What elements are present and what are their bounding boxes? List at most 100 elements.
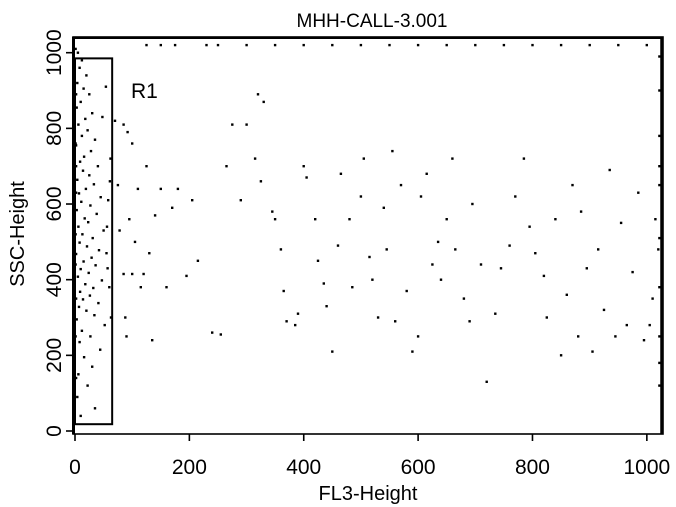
data-point — [75, 208, 78, 212]
data-point — [597, 248, 600, 251]
data-point — [565, 293, 568, 296]
data-point — [348, 218, 351, 221]
data-point — [405, 289, 408, 293]
data-point — [74, 297, 78, 300]
plot-frame — [72, 36, 664, 435]
data-point — [77, 225, 80, 228]
data-point — [528, 225, 531, 228]
data-point — [81, 298, 85, 301]
data-point — [331, 350, 334, 353]
data-point — [76, 51, 80, 54]
data-point — [302, 165, 305, 168]
data-point — [614, 335, 617, 338]
data-point — [103, 323, 106, 327]
data-point — [631, 270, 634, 274]
x-tick-label: 400 — [286, 456, 321, 479]
data-point — [253, 157, 257, 160]
data-point — [625, 323, 628, 327]
data-point — [105, 225, 109, 228]
data-point — [82, 155, 86, 158]
data-point — [165, 286, 168, 289]
data-point — [96, 165, 100, 168]
data-point — [102, 229, 105, 232]
data-point — [131, 272, 134, 276]
data-point — [602, 308, 606, 312]
data-point — [462, 297, 466, 300]
data-point — [588, 43, 591, 47]
plot-area: R1 — [72, 36, 664, 435]
data-point — [436, 240, 440, 244]
data-point — [471, 202, 474, 206]
data-point — [259, 180, 263, 183]
data-point — [139, 286, 142, 289]
data-point — [522, 157, 526, 160]
data-point — [325, 305, 328, 308]
data-point — [411, 350, 414, 353]
data-point — [191, 199, 194, 202]
data-point — [494, 312, 497, 315]
data-point — [118, 229, 121, 232]
data-point — [94, 264, 97, 267]
data-point — [76, 395, 79, 399]
data-point — [645, 43, 648, 47]
data-point — [439, 278, 443, 281]
data-point — [658, 361, 661, 365]
data-point — [159, 43, 162, 47]
data-point — [658, 335, 661, 338]
data-point — [92, 183, 96, 186]
data-point — [231, 123, 234, 126]
data-point — [77, 192, 81, 195]
data-point — [196, 259, 200, 262]
data-point — [109, 157, 112, 160]
data-point — [91, 236, 94, 240]
data-point — [554, 218, 557, 221]
data-point — [74, 191, 78, 194]
data-point — [81, 233, 84, 236]
data-point — [371, 278, 374, 281]
data-point — [74, 144, 78, 147]
data-point — [97, 249, 101, 252]
data-point — [651, 297, 654, 300]
data-point — [107, 199, 110, 202]
data-point — [85, 245, 89, 248]
data-point — [658, 134, 661, 138]
data-point — [382, 206, 385, 209]
data-point — [225, 165, 228, 168]
data-point — [159, 187, 162, 191]
data-point — [77, 305, 81, 309]
data-point — [87, 221, 90, 224]
data-point — [658, 165, 661, 168]
data-point — [109, 316, 113, 319]
data-point — [86, 384, 89, 387]
data-point — [80, 59, 84, 62]
data-point — [658, 236, 661, 240]
data-point — [84, 117, 87, 121]
data-point — [99, 348, 102, 351]
data-point — [385, 248, 388, 251]
data-point — [454, 248, 457, 251]
data-point — [294, 323, 297, 327]
data-point — [542, 274, 546, 278]
x-tick-label: 0 — [69, 456, 81, 479]
data-point — [88, 93, 91, 96]
gate-r1-label: R1 — [131, 80, 158, 103]
data-point — [95, 212, 98, 216]
data-point — [279, 248, 283, 251]
x-tick-label: 800 — [515, 456, 550, 479]
data-point — [658, 183, 661, 187]
y-tick-label: 200 — [43, 338, 66, 373]
data-point — [79, 414, 82, 418]
x-axis: 0 200 400 600 800 1000 — [69, 434, 670, 479]
data-point — [76, 81, 79, 85]
data-point — [101, 115, 104, 119]
data-point — [508, 244, 511, 247]
data-point — [419, 195, 423, 198]
data-point — [113, 119, 117, 122]
data-point — [78, 340, 81, 344]
data-point — [485, 380, 488, 383]
data-point — [654, 218, 657, 221]
data-point — [82, 87, 85, 90]
data-point — [90, 256, 93, 259]
data-point — [273, 43, 277, 47]
